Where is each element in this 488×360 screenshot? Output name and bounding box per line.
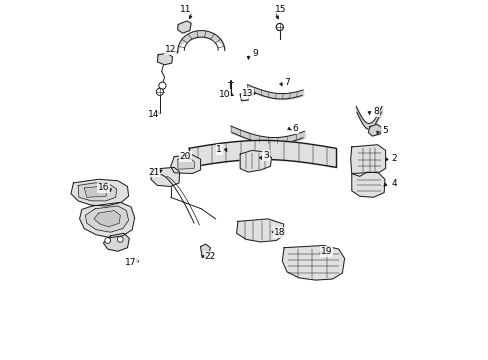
Polygon shape: [240, 92, 249, 101]
Circle shape: [104, 238, 110, 243]
Polygon shape: [367, 124, 381, 136]
Polygon shape: [84, 186, 107, 197]
Polygon shape: [78, 183, 117, 201]
Text: 4: 4: [390, 179, 396, 188]
Text: 1: 1: [216, 145, 222, 154]
Polygon shape: [350, 145, 385, 176]
Circle shape: [117, 237, 123, 242]
Text: 7: 7: [284, 77, 289, 86]
Polygon shape: [80, 202, 134, 238]
Text: 6: 6: [292, 124, 298, 133]
Text: 22: 22: [204, 252, 216, 261]
Polygon shape: [178, 158, 194, 169]
Text: 5: 5: [381, 126, 387, 135]
Text: 20: 20: [179, 152, 190, 161]
Polygon shape: [94, 211, 120, 227]
Text: 21: 21: [148, 167, 159, 176]
Polygon shape: [200, 244, 210, 257]
Polygon shape: [351, 172, 384, 197]
Polygon shape: [282, 246, 344, 280]
Polygon shape: [170, 155, 200, 174]
Text: 14: 14: [148, 110, 159, 119]
Text: 17: 17: [125, 258, 137, 266]
Polygon shape: [177, 21, 191, 33]
Text: 16: 16: [98, 184, 109, 192]
Polygon shape: [240, 150, 271, 172]
Text: 12: 12: [164, 45, 176, 54]
Text: 18: 18: [273, 228, 285, 237]
Text: 15: 15: [274, 4, 285, 13]
Text: 11: 11: [180, 4, 191, 13]
Polygon shape: [236, 219, 284, 242]
Text: 13: 13: [241, 89, 253, 98]
Circle shape: [276, 23, 283, 31]
Polygon shape: [85, 206, 128, 232]
Text: 8: 8: [372, 107, 378, 116]
Polygon shape: [71, 179, 128, 206]
Circle shape: [156, 88, 163, 95]
Text: 2: 2: [390, 154, 396, 163]
Text: 3: 3: [263, 151, 268, 160]
Polygon shape: [157, 53, 172, 65]
Polygon shape: [151, 167, 179, 186]
Text: 19: 19: [320, 247, 332, 256]
Text: 9: 9: [252, 49, 258, 58]
Circle shape: [159, 82, 166, 89]
Text: 10: 10: [219, 90, 230, 99]
Polygon shape: [103, 233, 129, 251]
